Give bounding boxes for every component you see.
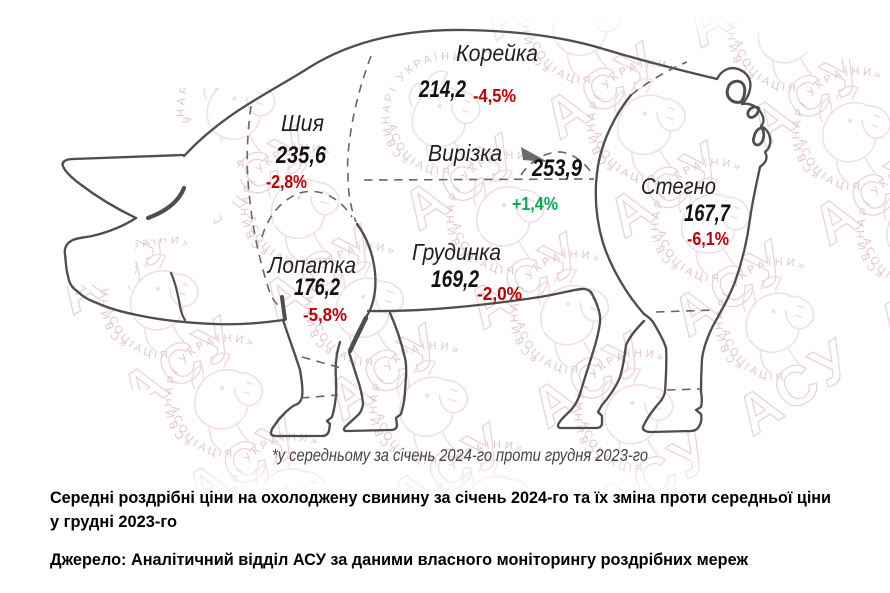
svg-text:Шия: Шия — [281, 110, 324, 136]
svg-text:167,7: 167,7 — [684, 200, 731, 227]
svg-text:+1,4%: +1,4% — [512, 193, 558, 214]
svg-text:-6,1%: -6,1% — [687, 228, 729, 249]
svg-text:у грудні 2023-го: у грудні 2023-го — [50, 513, 177, 531]
svg-text:Корейка: Корейка — [456, 40, 538, 66]
svg-text:Середні роздрібні ціни на охол: Середні роздрібні ціни на охолоджену сви… — [50, 489, 831, 507]
svg-text:Стегно: Стегно — [641, 173, 716, 199]
svg-text:*у середньому за січень 2024-г: *у середньому за січень 2024-го проти гр… — [272, 445, 648, 465]
svg-text:176,2: 176,2 — [294, 274, 340, 301]
svg-text:-2,0%: -2,0% — [477, 283, 522, 304]
svg-text:-5,8%: -5,8% — [303, 304, 347, 325]
svg-text:214,2: 214,2 — [418, 76, 466, 103]
svg-text:235,6: 235,6 — [275, 142, 326, 169]
svg-text:Вирізка: Вирізка — [428, 140, 502, 166]
svg-text:Грудинка: Грудинка — [412, 239, 501, 265]
svg-text:169,2: 169,2 — [431, 266, 479, 293]
svg-text:-4,5%: -4,5% — [473, 85, 516, 106]
svg-text:Джерело: Аналітичний відділ АС: Джерело: Аналітичний відділ АСУ за даним… — [50, 551, 748, 569]
svg-text:-2,8%: -2,8% — [266, 171, 307, 192]
svg-text:Лопатка: Лопатка — [266, 252, 356, 278]
svg-text:253,9: 253,9 — [531, 155, 582, 182]
